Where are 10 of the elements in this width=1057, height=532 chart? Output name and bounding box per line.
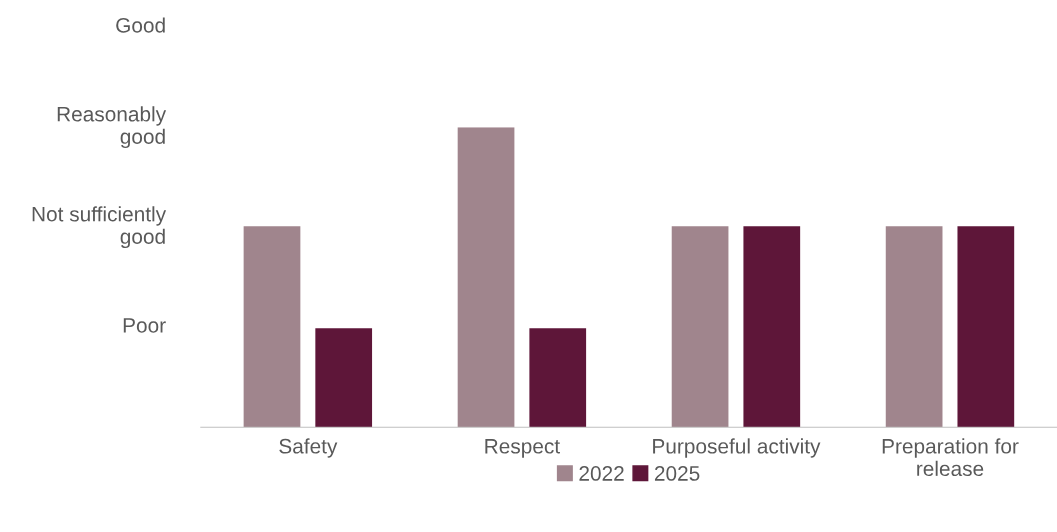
legend-label: 2022 — [579, 466, 624, 481]
text: Not sufficiently good — [32, 206, 167, 249]
text: Reasonably good — [57, 106, 167, 149]
text: Poor — [123, 318, 166, 333]
x-tick-label: Preparation for release — [882, 438, 1019, 477]
x-tick-label: Respect — [485, 439, 560, 458]
x-tick-label: Purposeful activity — [653, 438, 821, 458]
text: Good — [116, 17, 165, 33]
legend-label: 2025 — [654, 466, 700, 481]
x-tick-label: Safety — [279, 438, 338, 458]
